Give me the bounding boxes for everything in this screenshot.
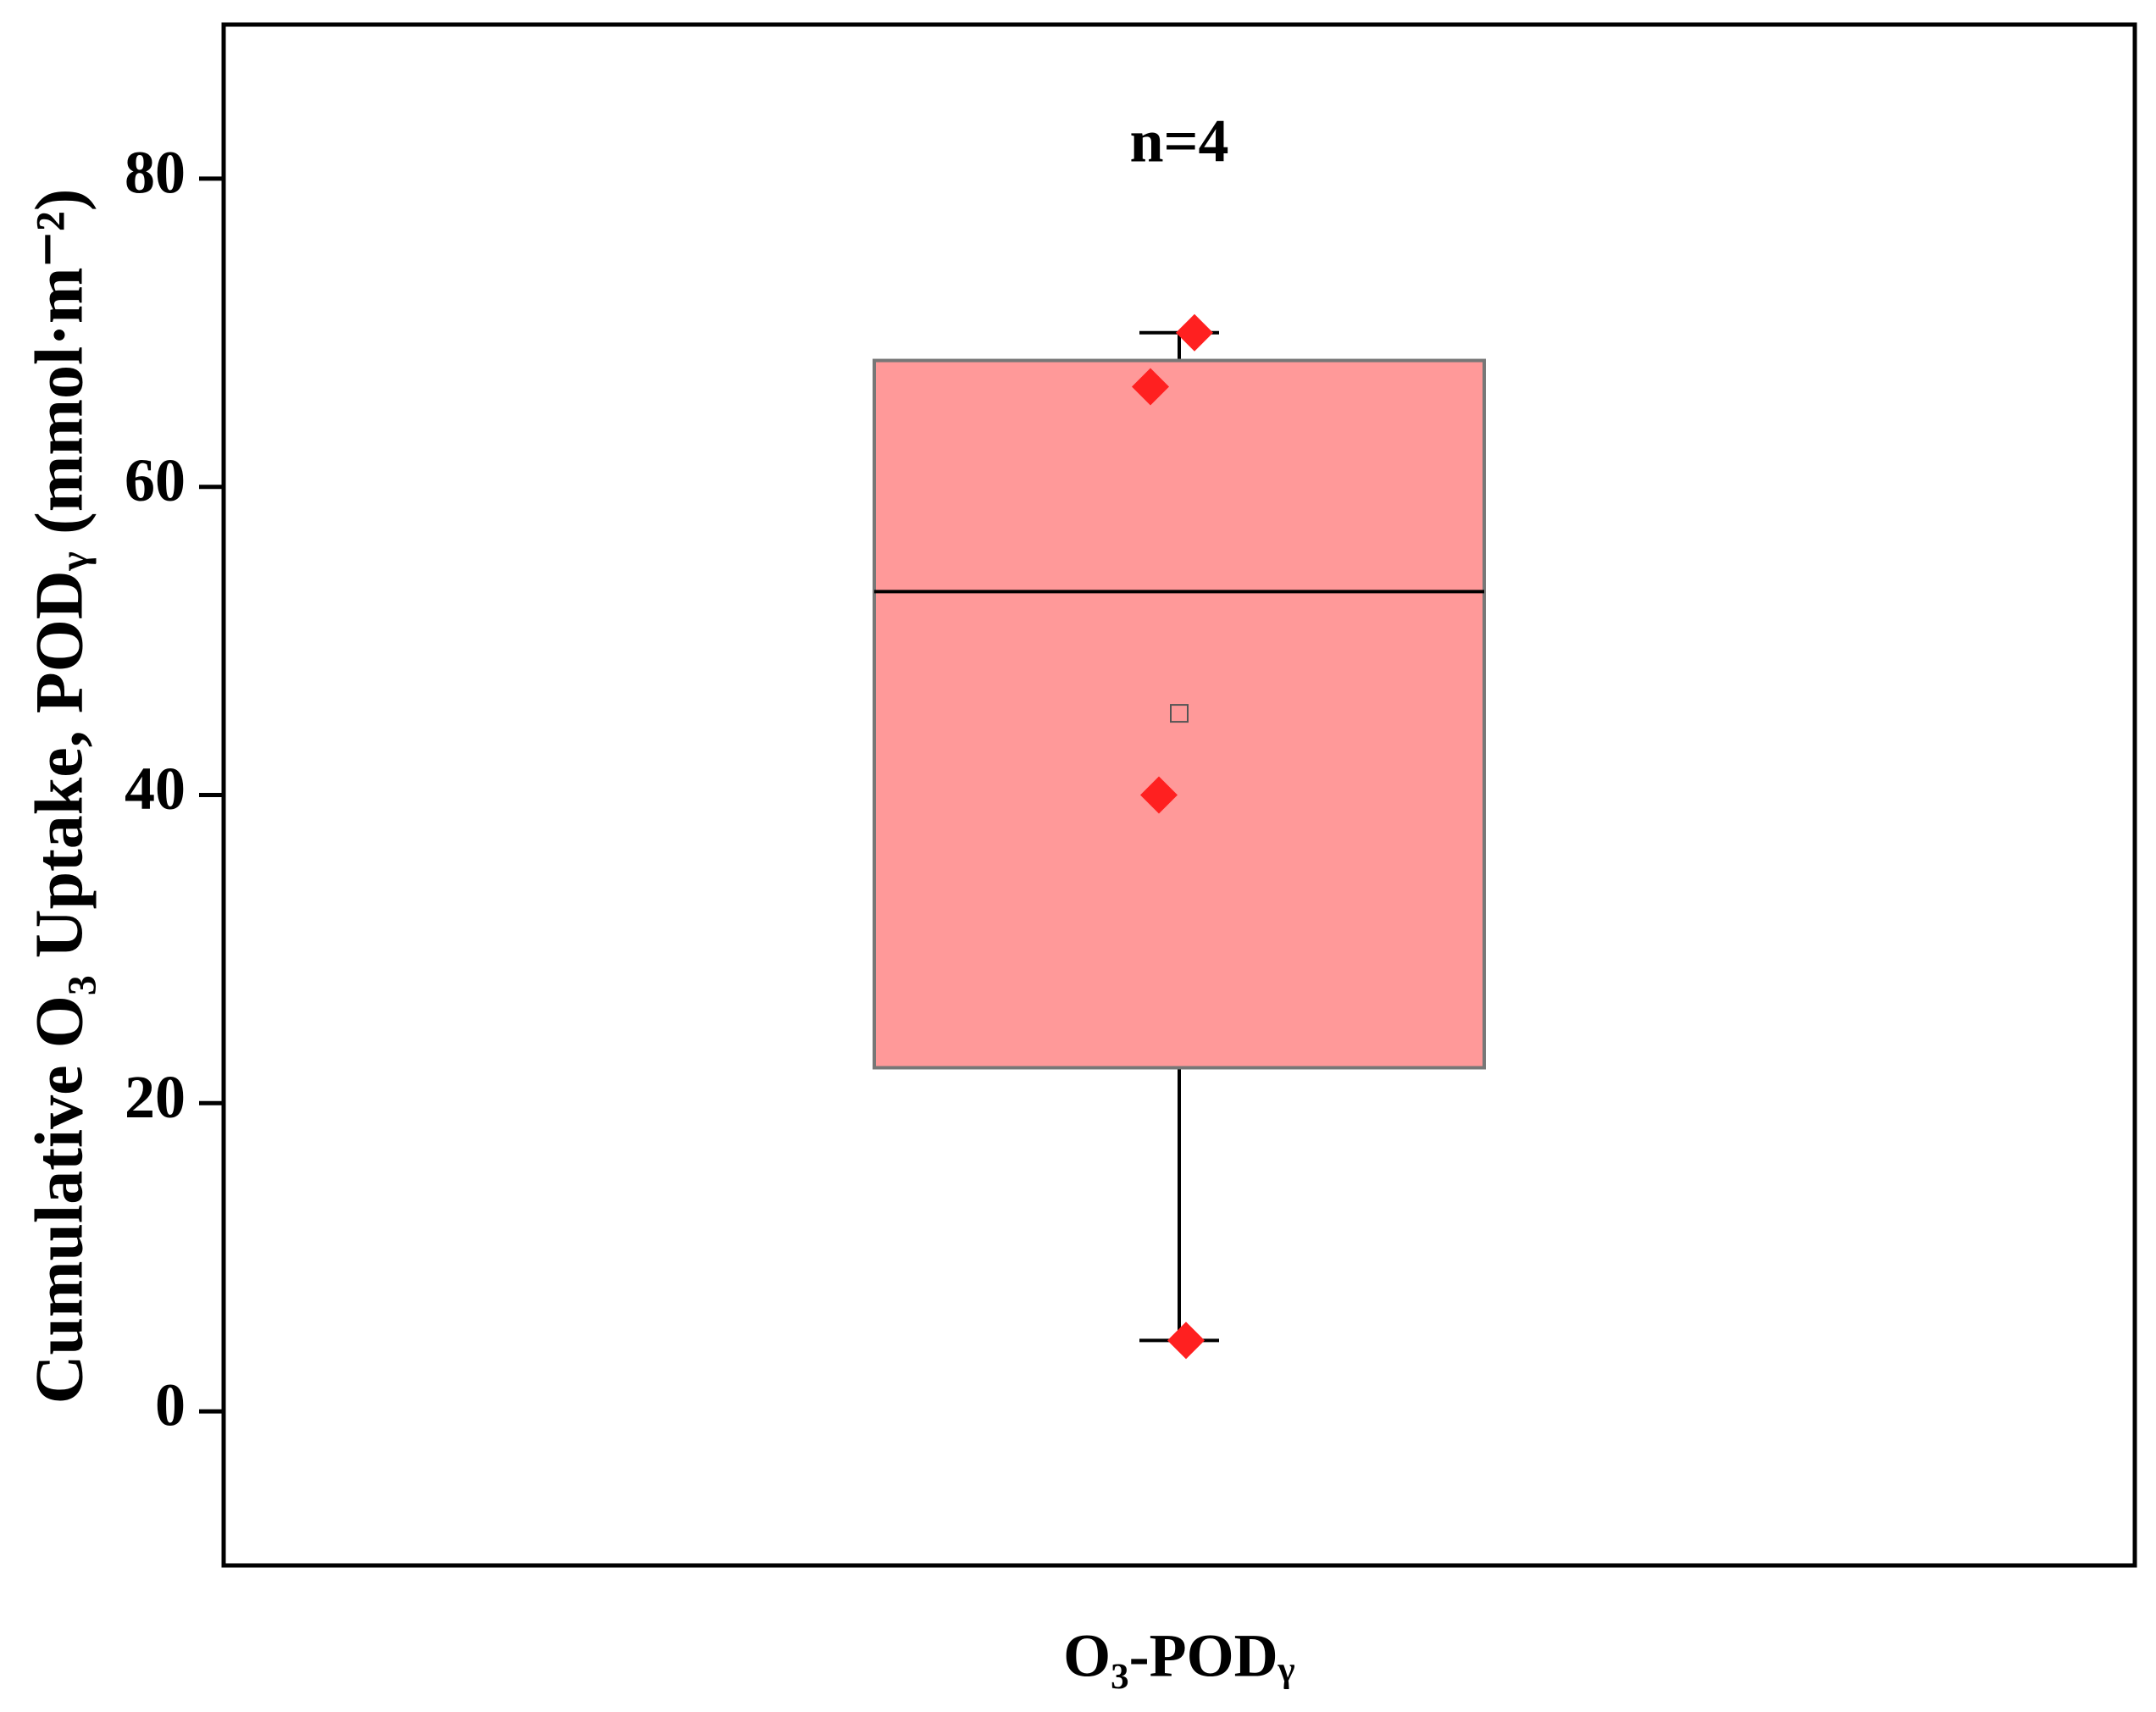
- data-point: [1132, 368, 1169, 406]
- data-point: [1176, 313, 1213, 352]
- y-axis-label: Cumulative O₃ Uptake, PODᵧ (mmol·m⁻²): [22, 189, 97, 1405]
- y-tick-label: 20: [125, 1063, 186, 1131]
- y-tick-label: 0: [155, 1371, 186, 1439]
- chart-title: n=4: [1129, 108, 1228, 175]
- y-tick-label: 40: [125, 755, 186, 823]
- data-point: [1140, 776, 1178, 814]
- y-tick-label: 60: [125, 446, 186, 514]
- data-point: [1167, 1321, 1205, 1360]
- x-tick-label: O₃-PODᵧ: [1063, 1622, 1295, 1690]
- y-tick-label: 80: [125, 138, 186, 206]
- box: [873, 358, 1486, 1070]
- mean-marker: [1170, 704, 1189, 723]
